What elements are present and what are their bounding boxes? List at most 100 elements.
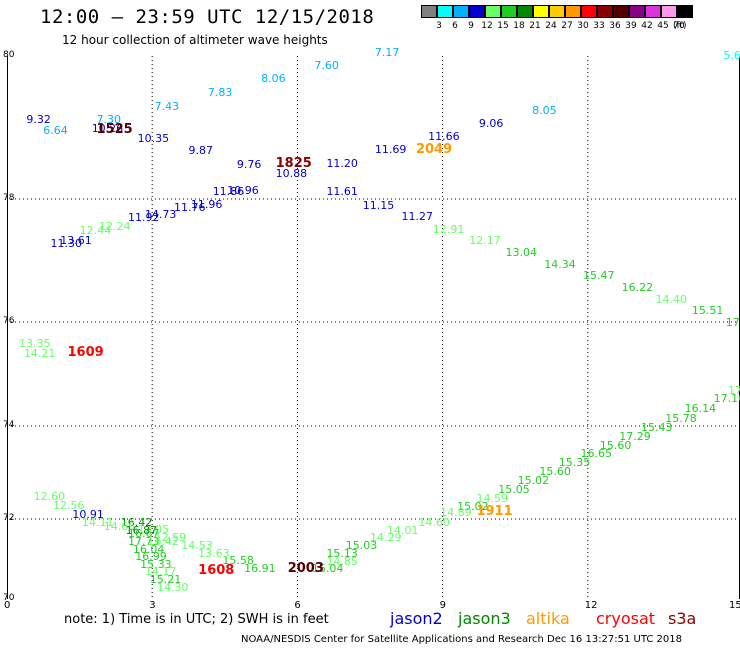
- satellite-cryosat: cryosat: [596, 609, 656, 628]
- wave-height-label: 15.43: [641, 421, 673, 435]
- legend-label: 33: [593, 21, 605, 31]
- wave-height-label: 16.67: [128, 527, 160, 541]
- wave-height-label: 6.64: [43, 123, 68, 137]
- legend-unit: (ft): [673, 21, 687, 31]
- wave-height-label: 7.43: [154, 100, 180, 114]
- wave-height-label: 7.83: [207, 86, 233, 100]
- wave-height-label: 11.20: [326, 156, 358, 170]
- wave-height-label: 14.29: [370, 531, 402, 545]
- wave-height-label: 12.60: [33, 489, 66, 503]
- x-tick-label: 9: [439, 600, 446, 611]
- wave-height-label: 16.04: [132, 542, 165, 556]
- wave-height-label: 11.86: [212, 185, 245, 199]
- wave-height-label: 8.05: [532, 103, 557, 117]
- legend-swatch: [453, 5, 469, 18]
- legend-swatch: [485, 5, 501, 18]
- wave-height-label: 10.88: [275, 167, 308, 181]
- legend-swatch: [597, 5, 613, 18]
- legend-swatch: [469, 5, 485, 18]
- wave-height-label: 16.91: [244, 561, 276, 575]
- y-tick-label: 78: [3, 193, 15, 203]
- wave-height-label: 13.63: [198, 546, 230, 560]
- legend-swatch: [437, 5, 453, 18]
- wave-height-label: 17.4: [725, 316, 740, 329]
- legend-swatch: [613, 5, 629, 18]
- wave-height-label: 15.05: [498, 482, 530, 496]
- wave-height-label: 13.05: [137, 523, 170, 537]
- legend-label: 12: [481, 21, 493, 31]
- y-tick-label: 74: [3, 420, 15, 430]
- legend-swatch: [661, 5, 677, 18]
- legend-swatch: [677, 5, 693, 18]
- wave-height-label: 10.35: [137, 131, 170, 145]
- legend-label: 15: [497, 21, 509, 31]
- y-tick-label: 76: [3, 316, 15, 326]
- legend-swatch: [581, 5, 597, 18]
- wave-height-label: 16.14: [684, 401, 717, 415]
- wave-height-label: 14.53: [181, 539, 213, 552]
- wave-height-label: 15.02: [517, 473, 550, 487]
- legend-swatch: [645, 5, 661, 18]
- wave-height-label: 16.65: [580, 447, 613, 461]
- satellite-s3a: s3a: [668, 609, 697, 628]
- pass-time-label: 2003: [287, 561, 324, 577]
- legend-swatch: [501, 5, 517, 18]
- wave-height-label: 8.06: [261, 72, 286, 86]
- wave-height-label: 17.73: [128, 534, 160, 548]
- wave-height-label: 16.99: [135, 550, 167, 564]
- wave-height-label: 9.32: [26, 112, 51, 126]
- legend-label: 45: [657, 21, 669, 31]
- wave-height-label: 11.92: [128, 210, 160, 224]
- wave-height-label: 10.91: [72, 507, 104, 521]
- footer-note: note: 1) Time is in UTC; 2) SWH is in fe…: [64, 612, 329, 627]
- wave-height-label: 7.60: [314, 58, 339, 72]
- wave-height-label: 14.30: [157, 580, 189, 594]
- pass-time-label: 1911: [476, 504, 513, 520]
- wave-height-label: 11.76: [173, 200, 206, 214]
- wave-height-label: 12.44: [79, 223, 112, 237]
- wave-height-label: 15.03: [345, 539, 378, 552]
- satellite-jason2: jason2: [390, 609, 443, 628]
- wave-height-label: 14.73: [144, 207, 177, 221]
- y-tick-label: 80: [3, 50, 15, 60]
- wave-height-label: 14.66: [103, 519, 136, 533]
- legend-label: 36: [609, 21, 621, 31]
- wave-height-label: 14.85: [326, 555, 358, 568]
- wave-height-label: 15.51: [691, 304, 724, 318]
- wave-height-label: 11.96: [190, 197, 223, 211]
- wave-height-label: 9.87: [188, 144, 214, 158]
- wave-height-label: 17.16: [713, 392, 740, 406]
- satellite-altika: altika: [526, 609, 570, 628]
- map-subtitle: 12 hour collection of altimeter wave hei…: [62, 33, 328, 47]
- legend-swatch: [517, 5, 533, 18]
- legend-swatch: [565, 5, 581, 18]
- legend-label: 70: [673, 21, 685, 31]
- wave-height-label: 15.21: [149, 573, 182, 586]
- wave-height-label: 14.60: [418, 516, 450, 530]
- wave-height-label: 14.11: [82, 516, 114, 530]
- map-title: 12:00 – 23:59 UTC 12/15/2018: [40, 6, 375, 28]
- x-tick-label: 12: [584, 600, 598, 611]
- y-tick-label: 70: [3, 593, 15, 603]
- wave-height-label: 16.42: [147, 534, 179, 548]
- legend-swatch: [549, 5, 565, 18]
- wave-height-label: 11.69: [374, 142, 407, 156]
- wave-height-label: 11.27: [401, 210, 433, 224]
- x-tick-label: 6: [294, 600, 301, 611]
- y-tick-label: 72: [3, 513, 15, 523]
- pass-time-label: 1609: [67, 345, 104, 361]
- wave-height-label: 9.06: [478, 117, 504, 131]
- pass-time-label: 2049: [415, 141, 453, 157]
- wave-height-label: 13.04: [505, 245, 538, 259]
- wave-height-label: 16.42: [120, 516, 153, 530]
- wave-height-label: 15.02: [457, 500, 489, 514]
- wave-height-label: 11.61: [326, 185, 358, 199]
- legend-label: 27: [561, 21, 573, 31]
- wave-height-label: 15.58: [222, 554, 254, 568]
- wave-height-label: 15.60: [599, 438, 632, 452]
- legend-label: 3: [436, 21, 442, 31]
- wave-height-label: 14.89: [440, 506, 472, 520]
- x-tick-label: 0: [4, 600, 11, 611]
- legend-label: 30: [577, 21, 589, 31]
